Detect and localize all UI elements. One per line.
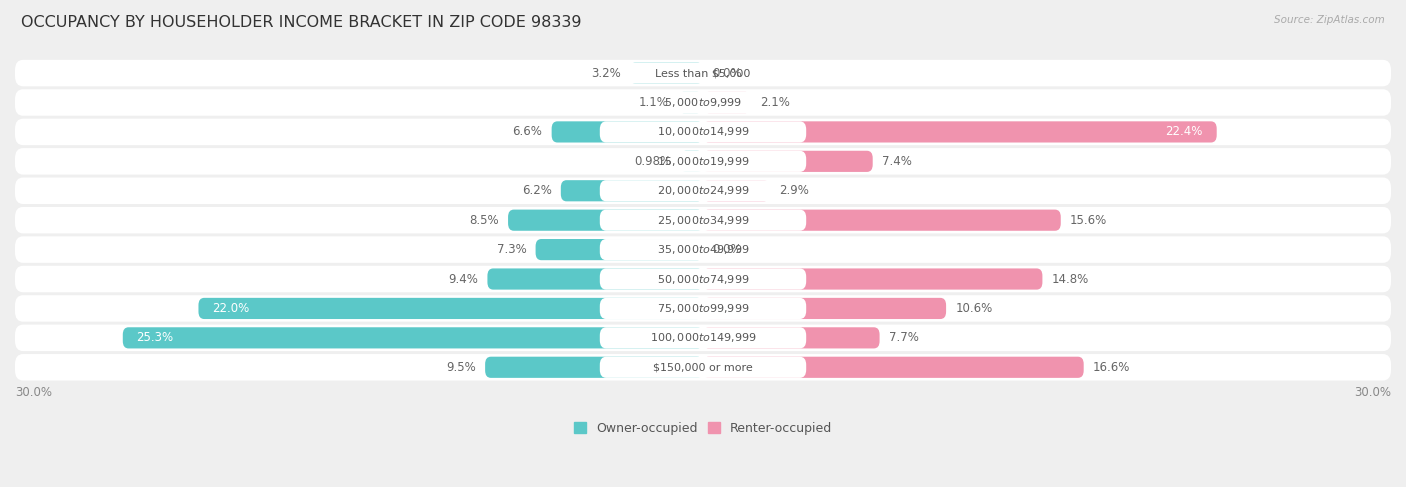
Text: $25,000 to $34,999: $25,000 to $34,999 — [657, 214, 749, 226]
Text: $150,000 or more: $150,000 or more — [654, 362, 752, 372]
Text: $10,000 to $14,999: $10,000 to $14,999 — [657, 126, 749, 138]
Text: Less than $5,000: Less than $5,000 — [655, 68, 751, 78]
FancyBboxPatch shape — [703, 268, 1042, 290]
FancyBboxPatch shape — [561, 180, 703, 201]
Text: $20,000 to $24,999: $20,000 to $24,999 — [657, 184, 749, 197]
Text: $35,000 to $49,999: $35,000 to $49,999 — [657, 243, 749, 256]
FancyBboxPatch shape — [678, 92, 703, 113]
FancyBboxPatch shape — [600, 209, 806, 231]
FancyBboxPatch shape — [15, 178, 1391, 204]
FancyBboxPatch shape — [600, 356, 806, 378]
Text: $15,000 to $19,999: $15,000 to $19,999 — [657, 155, 749, 168]
Text: 16.6%: 16.6% — [1092, 361, 1130, 374]
Text: $75,000 to $99,999: $75,000 to $99,999 — [657, 302, 749, 315]
Text: $5,000 to $9,999: $5,000 to $9,999 — [664, 96, 742, 109]
Text: 2.1%: 2.1% — [761, 96, 790, 109]
FancyBboxPatch shape — [703, 298, 946, 319]
Text: 6.6%: 6.6% — [513, 126, 543, 138]
FancyBboxPatch shape — [15, 119, 1391, 145]
FancyBboxPatch shape — [15, 266, 1391, 292]
Text: $100,000 to $149,999: $100,000 to $149,999 — [650, 331, 756, 344]
FancyBboxPatch shape — [508, 209, 703, 231]
Text: OCCUPANCY BY HOUSEHOLDER INCOME BRACKET IN ZIP CODE 98339: OCCUPANCY BY HOUSEHOLDER INCOME BRACKET … — [21, 15, 582, 30]
FancyBboxPatch shape — [15, 325, 1391, 351]
FancyBboxPatch shape — [600, 268, 806, 290]
FancyBboxPatch shape — [15, 295, 1391, 322]
FancyBboxPatch shape — [485, 356, 703, 378]
FancyBboxPatch shape — [600, 92, 806, 113]
FancyBboxPatch shape — [551, 121, 703, 143]
FancyBboxPatch shape — [681, 151, 703, 172]
FancyBboxPatch shape — [703, 92, 751, 113]
FancyBboxPatch shape — [600, 327, 806, 349]
FancyBboxPatch shape — [703, 151, 873, 172]
Text: 2.9%: 2.9% — [779, 184, 808, 197]
Text: 22.4%: 22.4% — [1166, 126, 1204, 138]
FancyBboxPatch shape — [15, 60, 1391, 86]
FancyBboxPatch shape — [600, 180, 806, 201]
Text: 7.4%: 7.4% — [882, 155, 911, 168]
FancyBboxPatch shape — [600, 239, 806, 260]
Text: 7.7%: 7.7% — [889, 331, 918, 344]
FancyBboxPatch shape — [600, 151, 806, 172]
FancyBboxPatch shape — [600, 62, 806, 84]
Text: 0.98%: 0.98% — [634, 155, 671, 168]
Text: 15.6%: 15.6% — [1070, 214, 1107, 226]
Text: 30.0%: 30.0% — [1354, 386, 1391, 398]
FancyBboxPatch shape — [703, 121, 1216, 143]
FancyBboxPatch shape — [198, 298, 703, 319]
FancyBboxPatch shape — [600, 298, 806, 319]
FancyBboxPatch shape — [536, 239, 703, 260]
Text: 1.1%: 1.1% — [638, 96, 669, 109]
Legend: Owner-occupied, Renter-occupied: Owner-occupied, Renter-occupied — [568, 417, 838, 440]
Text: Source: ZipAtlas.com: Source: ZipAtlas.com — [1274, 15, 1385, 25]
Text: 10.6%: 10.6% — [955, 302, 993, 315]
FancyBboxPatch shape — [15, 89, 1391, 116]
Text: 7.3%: 7.3% — [496, 243, 526, 256]
FancyBboxPatch shape — [703, 209, 1060, 231]
FancyBboxPatch shape — [122, 327, 703, 349]
FancyBboxPatch shape — [15, 148, 1391, 174]
Text: 6.2%: 6.2% — [522, 184, 551, 197]
Text: 9.4%: 9.4% — [449, 273, 478, 285]
Text: $50,000 to $74,999: $50,000 to $74,999 — [657, 273, 749, 285]
FancyBboxPatch shape — [703, 327, 880, 349]
Text: 3.2%: 3.2% — [591, 67, 620, 79]
FancyBboxPatch shape — [600, 121, 806, 143]
Text: 25.3%: 25.3% — [136, 331, 174, 344]
FancyBboxPatch shape — [15, 354, 1391, 380]
FancyBboxPatch shape — [703, 356, 1084, 378]
Text: 9.5%: 9.5% — [446, 361, 477, 374]
Text: 0.0%: 0.0% — [713, 67, 742, 79]
Text: 22.0%: 22.0% — [212, 302, 249, 315]
Text: 30.0%: 30.0% — [15, 386, 52, 398]
Text: 8.5%: 8.5% — [470, 214, 499, 226]
FancyBboxPatch shape — [630, 62, 703, 84]
FancyBboxPatch shape — [703, 180, 769, 201]
Text: 0.0%: 0.0% — [713, 243, 742, 256]
Text: 14.8%: 14.8% — [1052, 273, 1088, 285]
FancyBboxPatch shape — [15, 207, 1391, 233]
FancyBboxPatch shape — [15, 236, 1391, 263]
FancyBboxPatch shape — [488, 268, 703, 290]
